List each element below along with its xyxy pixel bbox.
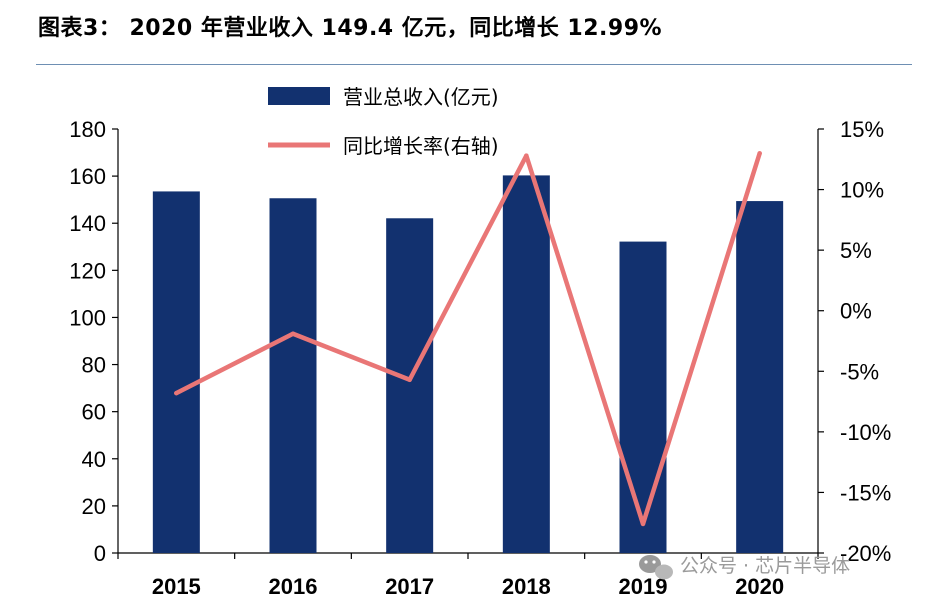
x-tick-label: 2017 <box>385 574 434 599</box>
y-right-tick-label: 15% <box>840 117 884 142</box>
growth-point <box>290 331 296 336</box>
x-tick-label: 2020 <box>735 574 784 599</box>
wechat-icon <box>639 555 673 580</box>
watermark: 公众号 · 芯片半导体 <box>639 555 850 580</box>
y-right-tick-label: 10% <box>840 178 884 203</box>
y-left-tick-label: 100 <box>69 305 106 330</box>
y-right-tick-label: -20% <box>840 541 891 566</box>
legend-bar-label: 营业总收入(亿元) <box>343 85 499 109</box>
growth-point <box>757 151 762 156</box>
growth-point <box>640 521 646 527</box>
revenue-bar <box>269 198 317 553</box>
y-left-tick-label: 120 <box>69 258 106 283</box>
y-right-tick-label: -15% <box>840 480 891 505</box>
growth-point <box>174 390 179 396</box>
growth-point <box>524 153 529 158</box>
axes: 0 20 40 60 80 100 120 140 160 180 -20% -15% -10% -5% 0… <box>69 117 891 599</box>
y-left-tick-label: 40 <box>82 447 106 472</box>
y-left-tick-label: 0 <box>94 541 106 566</box>
revenue-bar <box>736 201 784 553</box>
y-left-tick-label: 60 <box>82 400 106 425</box>
growth-line <box>174 151 762 527</box>
y-left-tick-label: 160 <box>69 164 106 189</box>
legend-line-label: 同比增长率(右轴) <box>343 134 499 158</box>
y-left-tick-label: 180 <box>69 117 106 142</box>
x-tick-label: 2016 <box>269 574 318 599</box>
legend: 营业总收入(亿元) 同比增长率(右轴) <box>268 85 499 158</box>
y-left-tick-label: 80 <box>82 353 106 378</box>
bar-series <box>152 175 784 553</box>
y-left-tick-label: 20 <box>82 494 106 519</box>
title-rule <box>36 64 912 65</box>
revenue-bar <box>152 191 200 553</box>
revenue-bar <box>386 218 434 553</box>
y-left-tick-label: 140 <box>69 211 106 236</box>
watermark-text: 公众号 · 芯片半导体 <box>680 555 850 577</box>
y-right-tick-label: -10% <box>840 420 891 445</box>
revenue-bar <box>502 175 550 553</box>
x-tick-label: 2018 <box>502 574 551 599</box>
revenue-bar <box>619 241 667 553</box>
growth-point <box>407 377 412 382</box>
y-right-tick-label: -5% <box>840 359 879 384</box>
figure-title: 图表3： 2020 年营业收入 149.4 亿元，同比增长 12.99% <box>38 16 663 41</box>
line-series <box>174 151 762 527</box>
x-tick-label: 2015 <box>152 574 201 599</box>
legend-bar-swatch <box>268 87 330 105</box>
y-right-tick-label: 5% <box>840 238 872 263</box>
y-right-tick-label: 0% <box>840 299 872 324</box>
